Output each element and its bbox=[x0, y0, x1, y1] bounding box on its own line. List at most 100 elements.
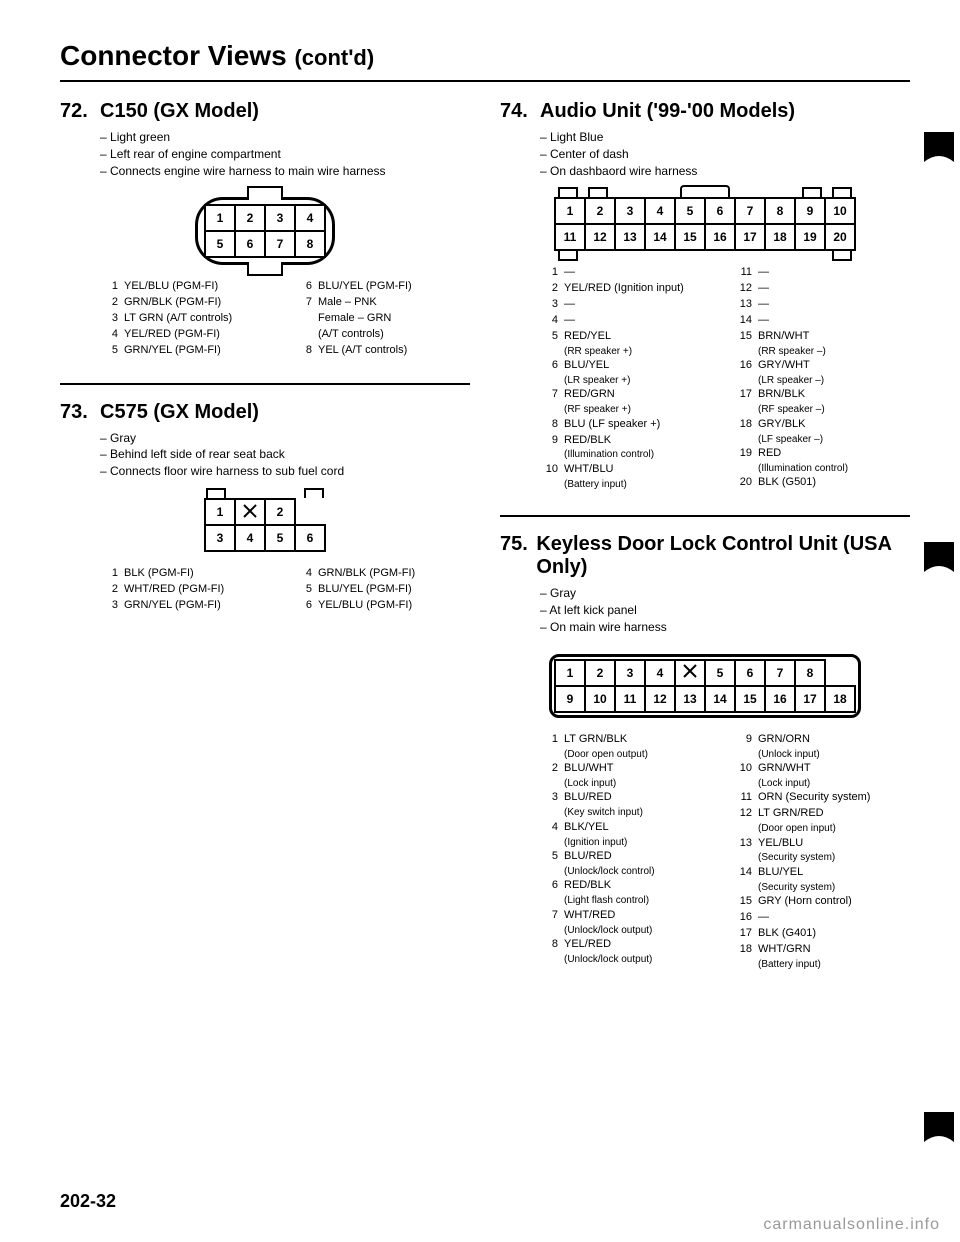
pin-sublabel: (Illumination control) bbox=[564, 448, 716, 462]
pin-list: 1YEL/BLU (PGM-FI)2GRN/BLK (PGM-FI)3LT GR… bbox=[100, 279, 470, 358]
pin-number: 2 bbox=[100, 295, 118, 310]
pin-row: 2YEL/RED (Ignition input) bbox=[540, 281, 716, 296]
pin-row: 4— bbox=[540, 313, 716, 328]
pin-number: 12 bbox=[734, 806, 752, 821]
pin-row: 6BLU/YEL bbox=[540, 358, 716, 373]
pin-row: 5BLU/RED bbox=[540, 849, 716, 864]
pin-label: YEL (A/T controls) bbox=[318, 343, 470, 358]
pin-row: 13— bbox=[734, 297, 910, 312]
pin-row: 6YEL/BLU (PGM-FI) bbox=[294, 598, 470, 613]
pin-row: 3— bbox=[540, 297, 716, 312]
section-title: C150 (GX Model) bbox=[100, 100, 259, 123]
pin-label: YEL/BLU (PGM-FI) bbox=[318, 598, 470, 613]
pin-number: 9 bbox=[734, 732, 752, 747]
pin-number: 4 bbox=[540, 820, 558, 835]
pin-label: GRY/WHT bbox=[758, 358, 910, 373]
connector-pin bbox=[675, 660, 705, 686]
rule bbox=[60, 80, 910, 82]
note-line: Gray bbox=[540, 585, 910, 602]
pin-sublabel: (Security system) bbox=[758, 851, 910, 865]
pin-number: 1 bbox=[540, 732, 558, 747]
connector-pin: 10 bbox=[585, 686, 615, 712]
pin-row: 2GRN/BLK (PGM-FI) bbox=[100, 295, 276, 310]
page-title: Connector Views (cont'd) bbox=[60, 40, 910, 72]
pin-number: 16 bbox=[734, 910, 752, 925]
pin-number: 15 bbox=[734, 894, 752, 909]
note-line: Connects engine wire harness to main wir… bbox=[100, 163, 470, 180]
connector-diagram: 12345678 bbox=[60, 197, 470, 265]
connector-pin: 2 bbox=[235, 205, 265, 231]
connector-diagram: 1234567891011121314151617181920 bbox=[500, 197, 910, 251]
pin-row: 6 BLU/YEL (PGM-FI) bbox=[294, 279, 470, 294]
pin-label: — bbox=[564, 265, 716, 280]
pin-number: 9 bbox=[540, 433, 558, 448]
pin-row: 7WHT/RED bbox=[540, 908, 716, 923]
right-column: 74. Audio Unit ('99-'00 Models) Light Bl… bbox=[500, 100, 910, 995]
section-72: 72. C150 (GX Model) Light greenLeft rear… bbox=[60, 100, 470, 359]
section-number: 74. bbox=[500, 100, 540, 123]
pin-number: 13 bbox=[734, 297, 752, 312]
pin-row: 19RED bbox=[734, 446, 910, 461]
connector-pin: 7 bbox=[265, 231, 295, 257]
connector-pin: 7 bbox=[735, 198, 765, 224]
left-column: 72. C150 (GX Model) Light greenLeft rear… bbox=[60, 100, 470, 995]
pin-label: — bbox=[758, 313, 910, 328]
pin-label: BLU/YEL bbox=[564, 358, 716, 373]
pin-row: 4GRN/BLK (PGM-FI) bbox=[294, 566, 470, 581]
pin-row: 12— bbox=[734, 281, 910, 296]
pin-row: 5BLU/YEL (PGM-FI) bbox=[294, 582, 470, 597]
pin-row: 5GRN/YEL (PGM-FI) bbox=[100, 343, 276, 358]
pin-row: 15BRN/WHT bbox=[734, 329, 910, 344]
section-number: 73. bbox=[60, 401, 100, 424]
pin-label: BLU/RED bbox=[564, 790, 716, 805]
pin-row: 12LT GRN/RED bbox=[734, 806, 910, 821]
pin-number: 13 bbox=[734, 836, 752, 851]
pin-number: 5 bbox=[100, 343, 118, 358]
connector-pin: 1 bbox=[205, 205, 235, 231]
pin-label: YEL/BLU bbox=[758, 836, 910, 851]
pin-sublabel: (LR speaker +) bbox=[564, 374, 716, 388]
pin-label: GRN/WHT bbox=[758, 761, 910, 776]
pin-row: 16— bbox=[734, 910, 910, 925]
pin-label: BLU (LF speaker +) bbox=[564, 417, 716, 432]
pin-sublabel: (RF speaker –) bbox=[758, 403, 910, 417]
connector-pin: 12 bbox=[645, 686, 675, 712]
pin-number: 6 bbox=[294, 279, 312, 294]
pin-number: 15 bbox=[734, 329, 752, 344]
pin-number: 8 bbox=[540, 417, 558, 432]
section-notes: Light BlueCenter of dashOn dashbaord wir… bbox=[540, 129, 910, 179]
note-line: Light Blue bbox=[540, 129, 910, 146]
pin-sublabel: (Unlock input) bbox=[758, 748, 910, 762]
pin-sublabel: (Door open input) bbox=[758, 822, 910, 836]
pin-label: BLU/RED bbox=[564, 849, 716, 864]
connector-pin: 3 bbox=[615, 198, 645, 224]
pin-sublabel: (Battery input) bbox=[758, 958, 910, 972]
pin-sublabel: (Lock input) bbox=[758, 777, 910, 791]
pin-sublabel: (Door open output) bbox=[564, 748, 716, 762]
pin-sublabel: (Unlock/lock output) bbox=[564, 953, 716, 967]
pin-row: 18WHT/GRN bbox=[734, 942, 910, 957]
pin-number: 17 bbox=[734, 926, 752, 941]
connector-pin: 20 bbox=[825, 224, 855, 250]
pin-number bbox=[294, 327, 312, 342]
pin-row: 17BRN/BLK bbox=[734, 387, 910, 402]
pin-row: 9RED/BLK bbox=[540, 433, 716, 448]
pin-label: — bbox=[758, 265, 910, 280]
pin-row: 10 GRN/WHT bbox=[734, 761, 910, 776]
pin-number: 3 bbox=[540, 297, 558, 312]
connector-pin: 7 bbox=[765, 660, 795, 686]
pin-number: 3 bbox=[100, 598, 118, 613]
connector-pin: 3 bbox=[615, 660, 645, 686]
pin-sublabel: (RF speaker +) bbox=[564, 403, 716, 417]
pin-number: 14 bbox=[734, 865, 752, 880]
pin-number bbox=[294, 311, 312, 326]
pin-label: BLU/YEL (PGM-FI) bbox=[318, 279, 470, 294]
pin-sublabel: (RR speaker –) bbox=[758, 345, 910, 359]
section-title: Keyless Door Lock Control Unit (USA Only… bbox=[536, 533, 910, 579]
rule bbox=[500, 515, 910, 517]
page-title-main: Connector Views bbox=[60, 40, 287, 71]
connector-pin: 14 bbox=[645, 224, 675, 250]
connector-pin: 3 bbox=[205, 525, 235, 551]
pin-number: 10 bbox=[734, 761, 752, 776]
connector-pin: 18 bbox=[825, 686, 855, 712]
